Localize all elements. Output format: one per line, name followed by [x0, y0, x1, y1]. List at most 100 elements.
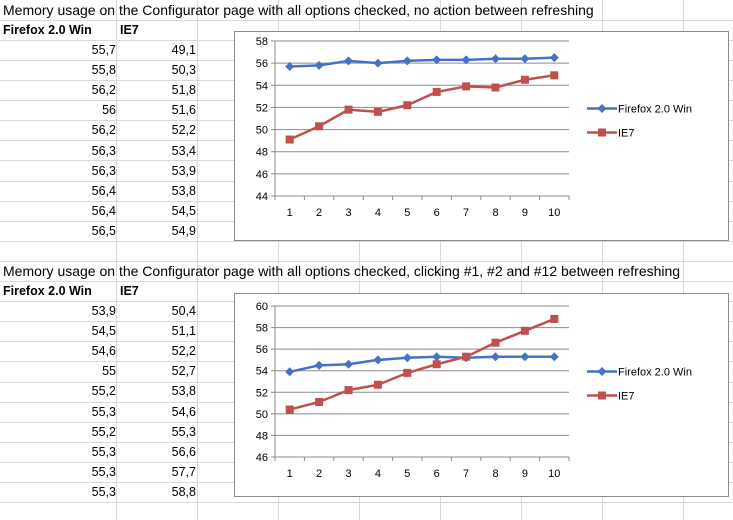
block1-cell-ie7: 51,6 — [171, 103, 196, 118]
block2-cell-firefox: 55,3 — [91, 404, 116, 419]
data-point-ie7 — [520, 75, 529, 84]
y-tick-label: 48 — [256, 430, 268, 442]
x-tick-label: 7 — [463, 468, 469, 480]
block1-cell-firefox: 55,7 — [91, 43, 116, 57]
grid-col-line — [278, 0, 279, 520]
data-point-firefox — [285, 367, 295, 377]
x-tick-label: 4 — [375, 468, 381, 480]
y-tick-label: 48 — [256, 147, 268, 159]
x-tick-label: 9 — [522, 468, 528, 480]
block2-cell-firefox: 54,5 — [91, 324, 116, 339]
series-line-firefox — [289, 355, 555, 374]
y-tick-label: 56 — [256, 344, 268, 356]
x-tick-label: 8 — [492, 468, 498, 480]
grid-col-line — [116, 0, 117, 520]
legend-label: IE7 — [618, 128, 635, 140]
block2-header-ie7: IE7 — [120, 284, 139, 298]
data-point-firefox — [402, 353, 412, 363]
block2-cell-ie7: 51,1 — [171, 324, 196, 339]
block2-cell-ie7: 52,2 — [171, 344, 196, 359]
block2-cell-ie7: 56,6 — [171, 444, 196, 459]
data-point-ie7 — [432, 87, 441, 96]
block1-cell-ie7: 53,8 — [171, 183, 196, 198]
data-point-ie7 — [550, 71, 559, 80]
block2-cell-firefox: 55,3 — [91, 484, 116, 499]
block2-cell-firefox: 55,3 — [91, 444, 116, 459]
block1-cell-firefox: 56,5 — [91, 223, 116, 238]
block2-cell-firefox: 55,2 — [91, 384, 116, 399]
y-tick-label: 60 — [256, 301, 268, 313]
data-point-firefox — [461, 55, 471, 65]
block2-cell-ie7: 58,8 — [171, 484, 196, 499]
chart-1[interactable]: 44 46 48 50 52 54 56 58 1 2 3 4 5 6 7 8 9 10 Firefox 2.0 W… — [234, 31, 729, 241]
legend-marker-firefox — [597, 367, 607, 376]
data-point-firefox — [432, 352, 442, 362]
block1-cell-ie7: 53,4 — [171, 143, 196, 158]
data-point-firefox — [314, 60, 324, 70]
series-line-ie7 — [289, 74, 555, 141]
data-point-ie7 — [491, 338, 500, 347]
legend-label: Firefox 2.0 Win — [618, 367, 692, 379]
grid-col-line — [359, 0, 360, 520]
data-point-ie7 — [462, 352, 471, 361]
data-point-firefox — [491, 352, 500, 362]
data-point-ie7 — [315, 397, 324, 406]
block2-cell-firefox: 55,3 — [91, 464, 116, 479]
y-tick-label: 52 — [256, 102, 268, 114]
x-tick-label: 5 — [404, 468, 410, 480]
x-tick-label: 2 — [316, 468, 322, 480]
block2-cell-ie7: 52,7 — [171, 364, 196, 379]
data-point-firefox — [314, 360, 324, 370]
legend-marker-ie7 — [598, 391, 606, 400]
grid-row-line — [0, 281, 733, 282]
y-tick-label: 50 — [256, 409, 268, 421]
block2-cell-ie7: 53,8 — [171, 384, 196, 399]
block1-cell-ie7: 50,3 — [171, 63, 196, 78]
data-point-ie7 — [432, 360, 441, 369]
data-point-ie7 — [403, 101, 412, 110]
x-tick-label: 8 — [492, 207, 498, 219]
block1-cell-firefox: 56,4 — [91, 203, 116, 218]
block2-cell-ie7: 54,6 — [171, 404, 196, 419]
grid-col-line — [197, 0, 198, 520]
block1-cell-ie7: 51,8 — [171, 83, 196, 98]
chart-2[interactable]: 46 48 50 52 54 56 58 60 1 2 3 4 5 6 7 8 9 10 Firefox 2.0 W… — [234, 293, 729, 497]
grid-row-line — [0, 241, 733, 242]
block1-cell-firefox: 56,4 — [91, 183, 116, 198]
block1-cell-firefox: 56,3 — [91, 163, 116, 178]
data-point-ie7 — [550, 314, 559, 323]
grid-col-line — [521, 0, 522, 520]
x-tick-label: 1 — [287, 207, 293, 219]
grid-col-line — [440, 0, 441, 520]
y-tick-label: 52 — [256, 387, 268, 399]
grid-col-line — [602, 0, 603, 520]
block1-title: Memory usage on the Configurator page wi… — [3, 2, 594, 18]
data-point-ie7 — [344, 105, 353, 114]
data-point-ie7 — [285, 135, 294, 144]
block2-cell-firefox: 55 — [102, 364, 116, 379]
x-tick-label: 2 — [316, 207, 322, 219]
data-point-firefox — [373, 355, 383, 365]
y-tick-label: 46 — [256, 452, 268, 464]
x-tick-label: 10 — [548, 468, 560, 480]
x-tick-label: 9 — [522, 207, 528, 219]
data-point-ie7 — [344, 386, 353, 395]
block1-cell-ie7: 54,5 — [171, 203, 196, 218]
block2-header-firefox: Firefox 2.0 Win — [3, 284, 92, 298]
data-point-ie7 — [373, 107, 382, 116]
data-point-ie7 — [373, 380, 382, 389]
data-point-firefox — [402, 56, 412, 66]
block1-header-firefox: Firefox 2.0 Win — [3, 23, 92, 37]
y-tick-label: 50 — [256, 125, 268, 137]
data-point-firefox — [373, 58, 383, 68]
block1-cell-ie7: 52,2 — [171, 123, 196, 138]
block2-cell-firefox: 53,9 — [91, 304, 116, 318]
block1-cell-firefox: 56,2 — [91, 83, 116, 98]
x-tick-label: 4 — [375, 207, 381, 219]
block1-header-ie7: IE7 — [120, 23, 139, 37]
y-tick-label: 54 — [256, 366, 268, 378]
x-tick-label: 10 — [548, 207, 560, 219]
block1-cell-firefox: 56,3 — [91, 143, 116, 158]
grid-row-line — [0, 502, 733, 503]
